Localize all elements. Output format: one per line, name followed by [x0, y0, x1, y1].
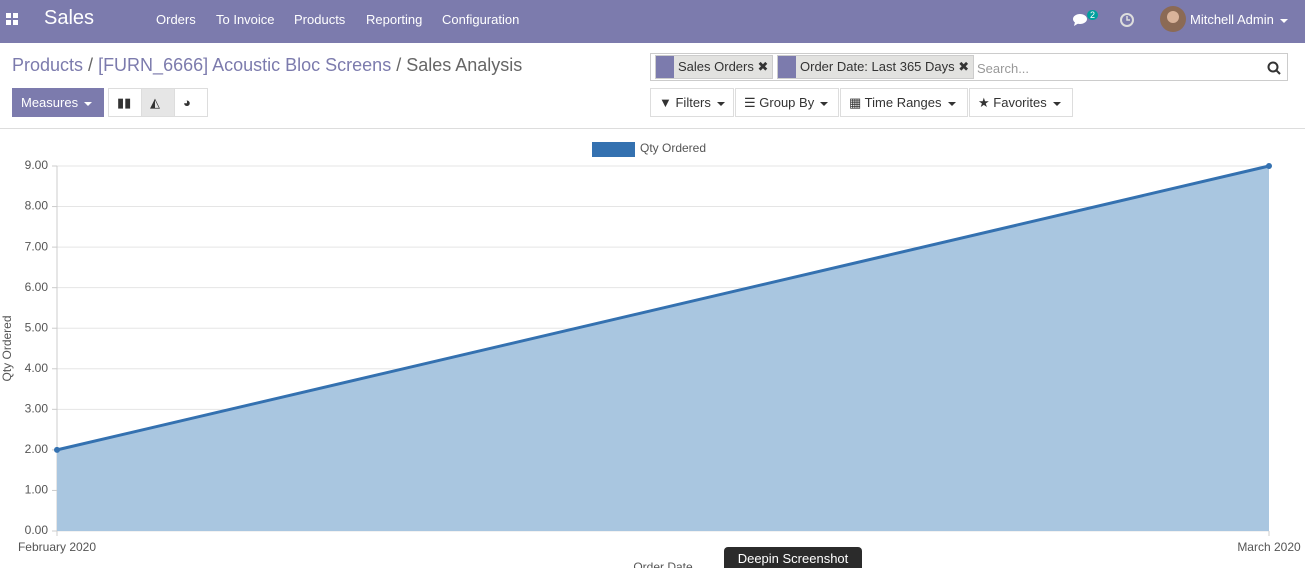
avatar[interactable]	[1160, 6, 1186, 32]
y-tick-label: 1.00	[25, 483, 49, 497]
filters-button[interactable]: ▼ Filters	[650, 88, 734, 117]
y-axis-title: Qty Ordered	[0, 315, 14, 381]
y-tick-label: 0.00	[25, 523, 49, 537]
divider	[0, 128, 1305, 129]
y-tick-label: 7.00	[25, 239, 49, 253]
menu-item[interactable]: To Invoice	[216, 12, 275, 27]
facet-label: Order Date: Last 365 Days	[800, 59, 955, 74]
x-tick-label: February 2020	[18, 540, 96, 554]
facet-label: Sales Orders	[678, 59, 754, 74]
breadcrumb-link[interactable]: Products	[12, 55, 84, 75]
button-label: Time Ranges	[864, 95, 942, 110]
button-label: Favorites	[993, 95, 1047, 110]
y-tick-label: 3.00	[25, 402, 49, 416]
bar-view-button[interactable]: ▮▮	[108, 88, 142, 117]
facet: Order Date: Last 365 Days ✖	[777, 55, 974, 79]
pie-view-button[interactable]: ◕	[174, 88, 208, 117]
y-tick-label: 5.00	[25, 320, 49, 334]
menu-item[interactable]: Products	[294, 12, 346, 27]
user-name: Mitchell Admin	[1190, 12, 1274, 27]
navbar: Sales Orders To Invoice Products Reporti…	[0, 0, 1305, 43]
point	[54, 446, 60, 453]
legend-swatch	[592, 142, 635, 157]
chart: 0.00 1.00 2.00 3.00 4.00 5.00 6.00 7.00 8.00 9.00…	[0, 141, 1301, 568]
x-tick-label: March 2020	[1237, 540, 1301, 554]
tooltip: Deepin Screenshot	[724, 547, 862, 568]
app-name[interactable]: Sales	[44, 7, 95, 29]
search-box[interactable]	[650, 53, 1288, 81]
line-view-button[interactable]: ◭	[141, 88, 175, 117]
button-label: Measures	[21, 95, 79, 110]
favorites-button[interactable]: ★ Favorites	[969, 88, 1073, 117]
menu-item[interactable]: Configuration	[442, 12, 520, 27]
message-count: 2	[1087, 10, 1099, 20]
y-tick-label: 6.00	[25, 280, 49, 294]
button-label: Filters	[675, 95, 711, 110]
button-label: Group By	[759, 95, 815, 110]
menu-item[interactable]: Reporting	[366, 12, 423, 27]
menu-item[interactable]: Orders	[156, 12, 196, 27]
chat-icon[interactable]	[1072, 12, 1090, 28]
time-ranges-button[interactable]: ▦ Time Ranges	[840, 88, 968, 117]
facet: Sales Orders ✖	[655, 55, 773, 79]
point	[1266, 163, 1272, 169]
search-placeholder[interactable]: Search...	[977, 61, 1030, 76]
y-tick-label: 2.00	[25, 442, 49, 456]
measures-button[interactable]: Measures	[12, 88, 104, 117]
line	[56, 164, 1270, 452]
area	[57, 166, 1269, 531]
x-axis-title: Order Date	[633, 560, 693, 568]
search-icon[interactable]	[1267, 61, 1281, 75]
breadcrumb-current: Sales Analysis	[406, 55, 523, 75]
y-tick-label: 4.00	[25, 361, 49, 375]
apps-icon[interactable]	[6, 13, 19, 26]
breadcrumb: Products / [FURN_6666] Acoustic Bloc Scr…	[12, 55, 523, 75]
y-tick-label: 8.00	[25, 199, 49, 213]
activity-icon[interactable]	[1119, 12, 1135, 28]
breadcrumb-link[interactable]: [FURN_6666] Acoustic Bloc Screens	[98, 55, 392, 75]
user-menu[interactable]: Mitchell Admin	[1190, 12, 1288, 27]
group-by-button[interactable]: ☰ Group By	[735, 88, 839, 117]
y-tick-label: 9.00	[25, 158, 49, 172]
legend-label: Qty Ordered	[640, 141, 706, 155]
